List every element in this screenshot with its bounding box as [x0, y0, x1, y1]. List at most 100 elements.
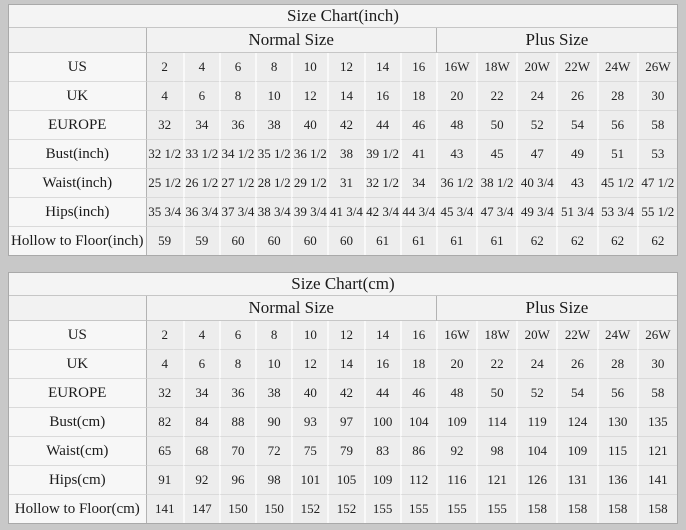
size-cell: 119 [516, 407, 557, 436]
size-cell: 4 [182, 321, 219, 349]
size-cell: 18W [476, 53, 517, 81]
size-cell: 105 [327, 465, 364, 494]
size-cell: 41 3/4 [327, 197, 364, 226]
size-cell: 20W [516, 53, 557, 81]
table-row: Bust(cm) 82 84 88 90 93 97 100 104 109 114 119 124 13… [9, 407, 677, 436]
size-cell: 12 [327, 321, 364, 349]
size-cell: 36 1/2 [291, 139, 328, 168]
size-cell: 58 [636, 378, 677, 407]
size-cell: 24 [516, 349, 557, 378]
size-cell: 43 [556, 168, 597, 197]
table-row: Hollow to Floor(cm) 141 147 150 150 152 152 155… [9, 494, 677, 523]
size-cell: 2 [146, 53, 183, 81]
table-row: US 2 4 6 8 10 12 14 16 16W 18W 20W 22W 24W 26W [9, 53, 677, 81]
size-cell: 16 [363, 81, 400, 110]
size-cell: 2 [146, 321, 183, 349]
table-row: Hips(inch) 35 3/4 36 3/4 37 3/4 38 3/4 39 3/4… [9, 197, 677, 226]
size-cell: 20 [435, 81, 477, 110]
size-cell: 10 [255, 81, 292, 110]
size-cell: 121 [476, 465, 517, 494]
size-cell: 26 [556, 349, 597, 378]
size-cell: 8 [218, 81, 256, 110]
group-header-row: Normal Size Plus Size [9, 28, 677, 53]
size-cell: 121 [636, 436, 677, 465]
size-cell: 44 [363, 378, 400, 407]
size-cell: 39 1/2 [363, 139, 400, 168]
size-cell: 56 [596, 378, 637, 407]
size-cell: 26 [556, 81, 597, 110]
size-cell: 55 1/2 [636, 197, 677, 226]
size-cell: 158 [556, 494, 597, 523]
size-cell: 30 [636, 349, 677, 378]
size-cell: 18W [476, 321, 517, 349]
size-cell: 12 [327, 53, 364, 81]
size-cell: 45 [476, 139, 517, 168]
size-cell: 61 [435, 226, 477, 255]
size-cell: 36 3/4 [182, 197, 219, 226]
size-cell: 51 3/4 [556, 197, 597, 226]
size-cell: 24 [516, 81, 557, 110]
size-cell: 92 [182, 465, 219, 494]
size-cell: 39 3/4 [291, 197, 328, 226]
size-cell: 10 [291, 53, 328, 81]
size-cell: 60 [327, 226, 364, 255]
size-cell: 109 [435, 407, 477, 436]
size-cell: 14 [363, 53, 400, 81]
row-label: Hollow to Floor(inch) [9, 226, 147, 255]
size-cell: 54 [556, 378, 597, 407]
row-label: US [9, 53, 147, 81]
size-cell: 115 [596, 436, 637, 465]
size-cell: 48 [435, 110, 477, 139]
size-cell: 6 [182, 81, 219, 110]
size-cell: 40 [291, 378, 328, 407]
size-cell: 26W [636, 53, 677, 81]
size-cell: 158 [636, 494, 677, 523]
table-row: US 2 4 6 8 10 12 14 16 16W 18W 20W 22W 24W 26W [9, 321, 677, 349]
size-cell: 35 1/2 [255, 139, 292, 168]
size-cell: 84 [182, 407, 219, 436]
table-row: EUROPE 32 34 36 38 40 42 44 46 48 50 52 54 56 58 [9, 110, 677, 139]
size-cell: 38 3/4 [255, 197, 292, 226]
size-chart-cm-table: Size Chart(cm) Normal Size Plus Size US 2… [8, 272, 678, 524]
size-cell: 131 [556, 465, 597, 494]
size-cell: 116 [435, 465, 477, 494]
size-cell: 12 [291, 349, 328, 378]
size-cell: 28 [596, 349, 637, 378]
size-cell: 152 [291, 494, 328, 523]
size-cell: 45 1/2 [596, 168, 637, 197]
size-cell: 109 [556, 436, 597, 465]
table-row: Hips(cm) 91 92 96 98 101 105 109 112 116 121 126 131… [9, 465, 677, 494]
size-cell: 60 [218, 226, 256, 255]
size-cell: 35 3/4 [146, 197, 183, 226]
size-cell: 79 [327, 436, 364, 465]
size-cell: 34 [182, 378, 219, 407]
size-cell: 62 [596, 226, 637, 255]
size-cell: 124 [556, 407, 597, 436]
size-cell: 16W [435, 53, 477, 81]
size-cell: 158 [516, 494, 557, 523]
size-cell: 8 [218, 349, 256, 378]
size-cell: 10 [291, 321, 328, 349]
table-row: Waist(inch) 25 1/2 26 1/2 27 1/2 28 1/2 29 1/… [9, 168, 677, 197]
size-cell: 155 [435, 494, 477, 523]
size-cell: 101 [291, 465, 328, 494]
row-label: UK [9, 349, 147, 378]
size-cell: 52 [516, 378, 557, 407]
size-cell: 34 1/2 [218, 139, 256, 168]
size-cell: 50 [476, 110, 517, 139]
table-row: UK 4 6 8 10 12 14 16 18 20 22 24 26 28 30 [9, 81, 677, 110]
size-cell: 24W [596, 53, 637, 81]
size-cell: 10 [255, 349, 292, 378]
size-cell: 14 [327, 349, 364, 378]
size-cell: 65 [146, 436, 183, 465]
row-label: US [9, 321, 147, 349]
size-cell: 22W [556, 321, 597, 349]
size-cell: 86 [399, 436, 436, 465]
size-cell: 91 [146, 465, 183, 494]
size-cell: 93 [291, 407, 328, 436]
size-cell: 98 [255, 465, 292, 494]
table-row: Bust(inch) 32 1/2 33 1/2 34 1/2 35 1/2 36 1/2… [9, 139, 677, 168]
size-cell: 136 [596, 465, 637, 494]
size-cell: 27 1/2 [218, 168, 256, 197]
size-cell: 22 [476, 349, 517, 378]
